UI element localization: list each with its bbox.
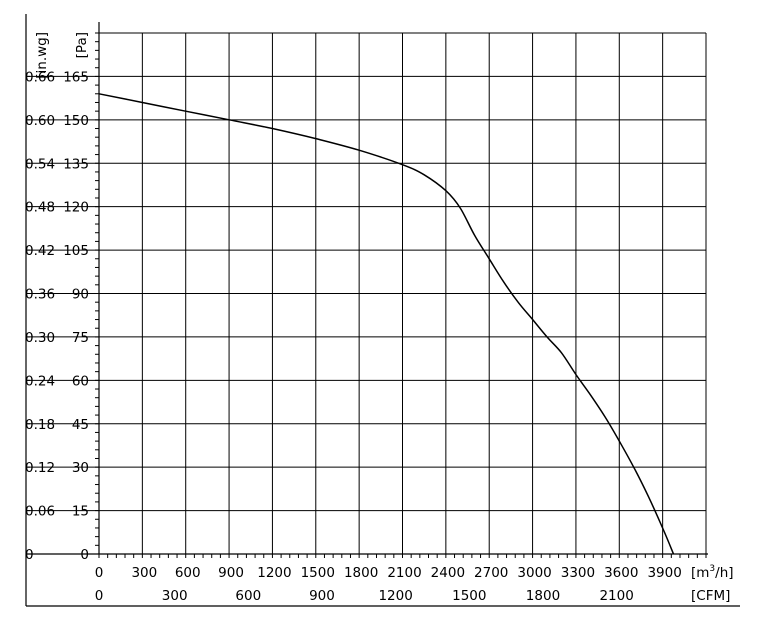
pressure-curve <box>98 93 675 555</box>
axis-lines <box>25 14 740 607</box>
y-primary-tick-label: 30 <box>72 460 89 476</box>
x-primary-unit-label: [m3/h] <box>691 564 734 581</box>
x-secondary-tick-label: 1500 <box>452 588 486 604</box>
series-layer <box>98 93 675 555</box>
y-primary-tick-label: 60 <box>72 373 89 389</box>
y-secondary-tick-label: 0.66 <box>25 69 55 85</box>
x-primary-tick-label: 600 <box>175 565 201 581</box>
x-primary-tick-label: 0 <box>95 565 104 581</box>
y-secondary-tick-label: 0.60 <box>25 113 55 129</box>
y-secondary-tick-label: 0.42 <box>25 243 55 259</box>
y-primary-tick-label: 150 <box>63 113 89 129</box>
y-primary-tick-label: 120 <box>63 200 89 216</box>
y-primary-tick-label: 135 <box>63 156 89 172</box>
y-primary-tick-label: 0 <box>80 547 89 563</box>
y-primary-unit-label: [Pa] <box>74 32 90 58</box>
y-secondary-tick-label: 0.48 <box>25 200 55 216</box>
x-secondary-tick-label: 300 <box>162 588 188 604</box>
grid-lines <box>26 32 707 554</box>
x-primary-tick-label: 900 <box>218 565 244 581</box>
y-primary-tick-label: 105 <box>63 243 89 259</box>
x-primary-tick-label: 2100 <box>387 565 421 581</box>
x-secondary-tick-label: 900 <box>309 588 335 604</box>
y-secondary-unit-label: [in.wg] <box>34 32 50 79</box>
x-secondary-tick-label: 600 <box>235 588 261 604</box>
y-secondary-tick-label: 0.24 <box>25 373 55 389</box>
x-primary-tick-label: 2700 <box>474 565 508 581</box>
x-primary-tick-label: 3600 <box>604 565 638 581</box>
y-primary-tick-label: 15 <box>72 504 89 520</box>
x-primary-tick-label: 3000 <box>517 565 551 581</box>
x-primary-tick-label: 1200 <box>257 565 291 581</box>
x-primary-tick-label: 1800 <box>344 565 378 581</box>
x-secondary-unit-label: [CFM] <box>691 588 730 604</box>
x-primary-tick-label: 3300 <box>561 565 595 581</box>
x-secondary-tick-label: 1200 <box>378 588 412 604</box>
y-secondary-tick-label: 0.06 <box>25 504 55 520</box>
y-secondary-tick-label: 0.12 <box>25 460 55 476</box>
y-secondary-tick-label: 0.30 <box>25 330 55 346</box>
x-secondary-tick-label: 0 <box>95 588 104 604</box>
y-secondary-tick-label: 0.18 <box>25 417 55 433</box>
y-primary-tick-label: 45 <box>72 417 89 433</box>
y-primary-tick-label: 165 <box>63 69 89 85</box>
x-secondary-tick-label: 1800 <box>526 588 560 604</box>
x-primary-tick-label: 300 <box>131 565 157 581</box>
y-primary-tick-label: 90 <box>72 287 89 303</box>
tick-labels: 00150.06300.12450.18600.24750.30900.3610… <box>25 69 682 604</box>
minor-tick-marks <box>95 32 707 558</box>
y-secondary-tick-label: 0.54 <box>25 156 55 172</box>
x-primary-tick-label: 1500 <box>301 565 335 581</box>
x-primary-tick-label: 2400 <box>431 565 465 581</box>
x-primary-tick-label: 3900 <box>647 565 681 581</box>
x-secondary-tick-label: 2100 <box>599 588 633 604</box>
y-primary-tick-label: 75 <box>72 330 89 346</box>
y-secondary-tick-label: 0 <box>25 547 34 563</box>
y-secondary-tick-label: 0.36 <box>25 287 55 303</box>
